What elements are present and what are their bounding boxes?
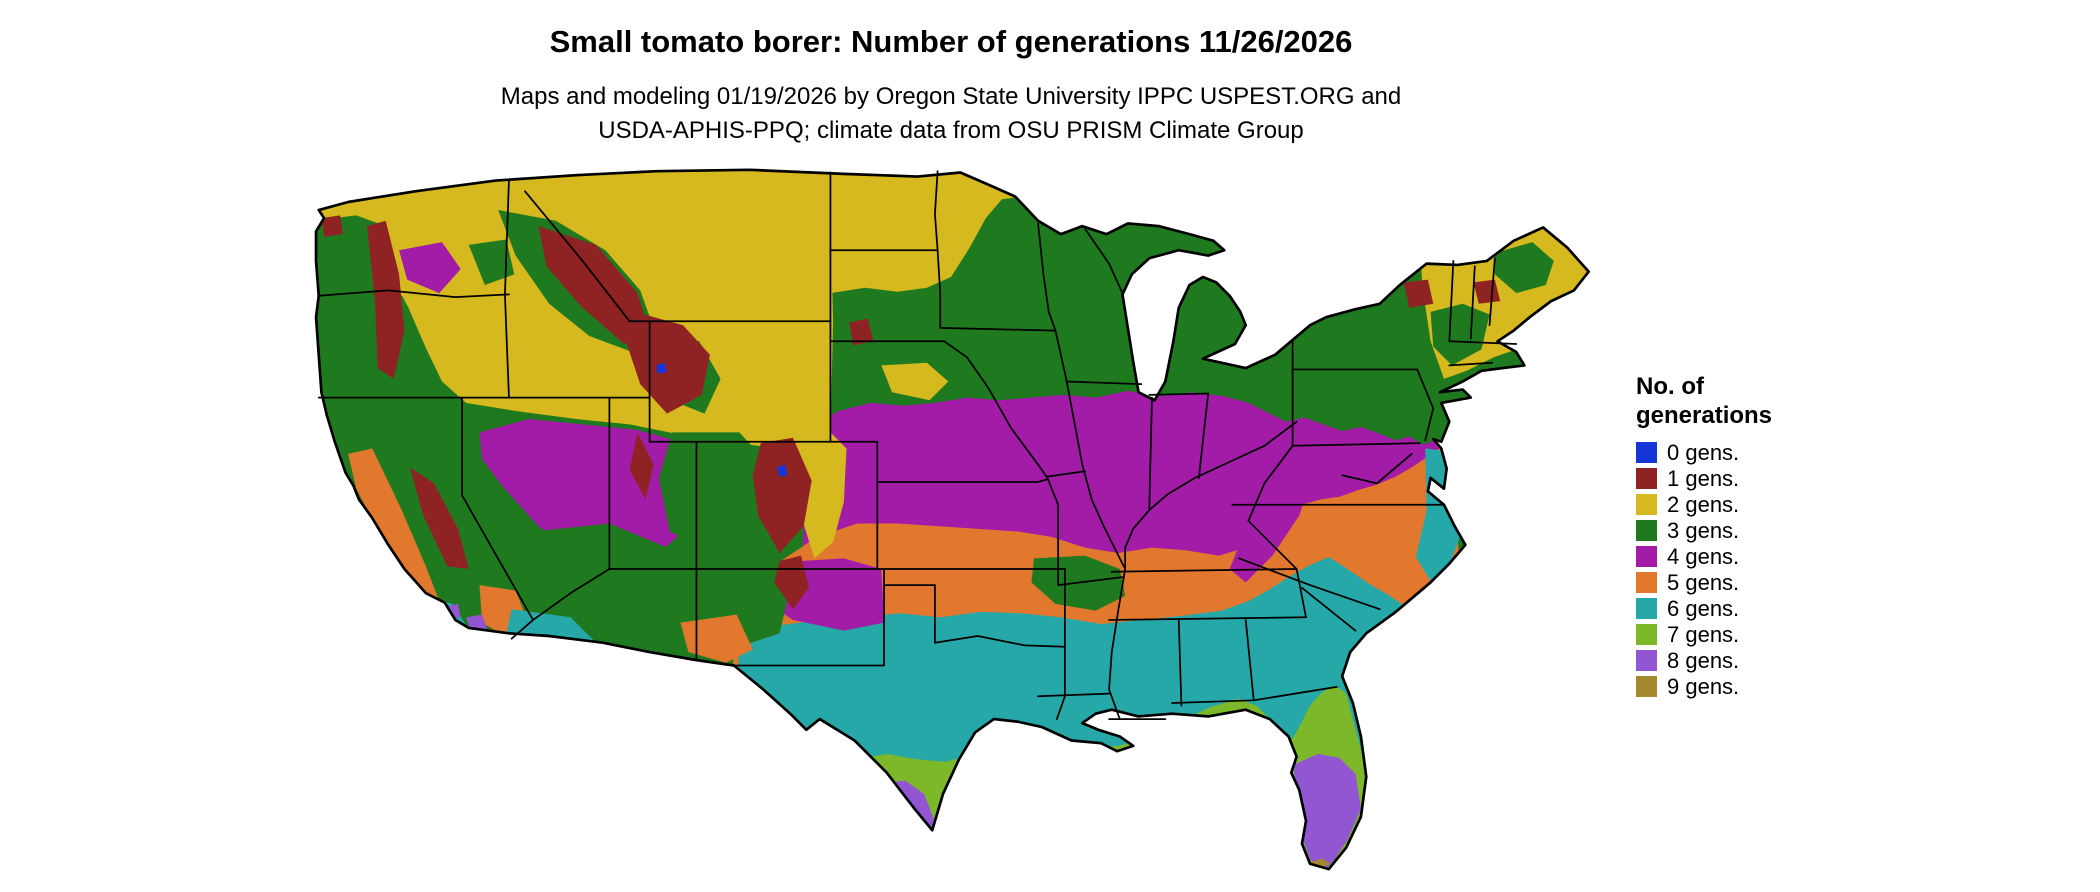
region-3gens-colorado-plateau — [658, 432, 775, 556]
legend-label: 5 gens. — [1667, 570, 1740, 595]
legend-item: 2 gens. — [1636, 492, 1772, 517]
us-map — [314, 168, 1590, 871]
legend-swatch-2-gens — [1636, 494, 1657, 515]
region-4gens-appalachian-tongue — [1229, 455, 1313, 583]
region-1gen-wasatch — [629, 432, 654, 500]
legend-label: 6 gens. — [1667, 596, 1740, 621]
legend-item: 5 gens. — [1636, 570, 1772, 595]
legend: No. of generations 0 gens. 1 gens. 2 gen… — [1636, 372, 1772, 702]
legend-item: 1 gens. — [1636, 466, 1772, 491]
legend-item: 9 gens. — [1636, 674, 1772, 699]
legend-item: 4 gens. — [1636, 544, 1772, 569]
region-4gens-columbia-basin — [399, 242, 461, 294]
legend-label: 4 gens. — [1667, 544, 1740, 569]
region-3gens-palouse — [468, 239, 515, 286]
legend-swatch-6-gens — [1636, 598, 1657, 619]
legend-label: 7 gens. — [1667, 622, 1740, 647]
legend-item: 7 gens. — [1636, 622, 1772, 647]
state-borders — [317, 170, 1518, 720]
page-title: Small tomato borer: Number of generation… — [549, 24, 1353, 59]
legend-label: 2 gens. — [1667, 492, 1740, 517]
legend-title: No. of generations — [1636, 372, 1772, 430]
legend-title-line-2: generations — [1636, 402, 1773, 429]
region-1gen-adirondacks — [1403, 279, 1434, 308]
legend-swatch-0-gens — [1636, 442, 1657, 463]
region-0gens-wyoming-peak — [656, 362, 668, 374]
legend-swatch-5-gens — [1636, 572, 1657, 593]
legend-swatch-9-gens — [1636, 676, 1657, 697]
legend-label: 1 gens. — [1667, 466, 1740, 491]
region-5gens-el-paso — [680, 614, 753, 663]
region-1gen-yellowstone — [626, 311, 710, 414]
region-3gens-maine-interior — [1494, 242, 1554, 294]
region-2gens-west-basins — [381, 204, 847, 559]
legend-label: 3 gens. — [1667, 518, 1740, 543]
legend-label: 0 gens. — [1667, 440, 1740, 465]
subtitle-line-2: USDA-APHIS-PPQ; climate data from OSU PR… — [598, 117, 1304, 144]
legend-swatch-4-gens — [1636, 546, 1657, 567]
region-1gen-olympics — [321, 215, 343, 237]
legend-swatch-3-gens — [1636, 520, 1657, 541]
legend-item: 8 gens. — [1636, 648, 1772, 673]
region-3gens-new-england — [1430, 303, 1490, 366]
us-outline — [314, 168, 1590, 871]
region-0gens-colorado-peak — [776, 464, 788, 477]
legend-item: 6 gens. — [1636, 596, 1772, 621]
region-1gen-colorado-rockies — [752, 437, 812, 553]
legend-label: 8 gens. — [1667, 648, 1740, 673]
region-5gens-central-valley — [348, 448, 440, 602]
subtitle-line-1: Maps and modeling 01/19/2026 by Oregon S… — [500, 83, 1402, 110]
region-1gen-black-hills — [849, 318, 874, 346]
legend-item: 0 gens. — [1636, 440, 1772, 465]
legend-swatch-1-gens — [1636, 468, 1657, 489]
region-1gen-n-rockies — [538, 226, 651, 344]
region-1gen-cascades — [366, 220, 405, 379]
region-1gen-sierra-nevada — [409, 467, 469, 570]
region-2gens-sandhills — [881, 362, 949, 401]
legend-title-line-1: No. of — [1636, 373, 1704, 400]
region-9gens-keys-2 — [1295, 859, 1306, 868]
region-8gens-south-florida — [1293, 753, 1361, 870]
legend-swatch-8-gens — [1636, 650, 1657, 671]
legend-label: 9 gens. — [1667, 674, 1740, 699]
legend-item: 3 gens. — [1636, 518, 1772, 543]
region-3gens-arizona-mogollon — [533, 523, 697, 623]
subtitle: Maps and modeling 01/19/2026 by Oregon S… — [0, 80, 1902, 148]
legend-swatch-7-gens — [1636, 624, 1657, 645]
